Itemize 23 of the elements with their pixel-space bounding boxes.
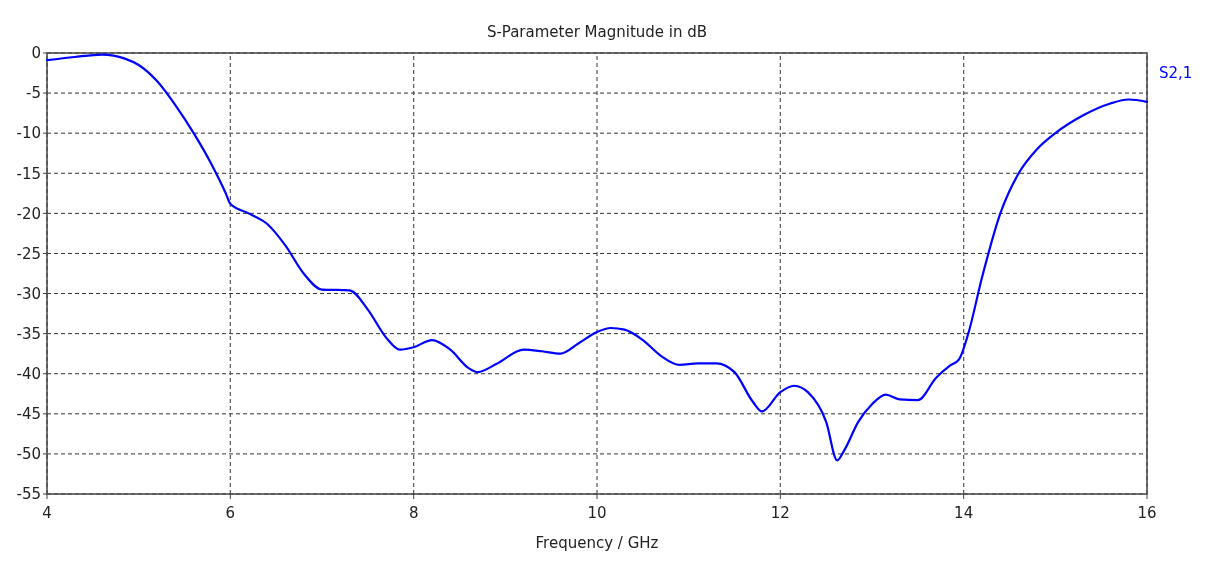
y-tick-label: -20	[16, 204, 41, 223]
x-tick-label: 6	[225, 504, 236, 522]
x-tick-label: 8	[408, 504, 419, 522]
y-tick-label: -45	[16, 405, 41, 424]
x-axis-title: Frequency / GHz	[535, 534, 659, 552]
x-tick-label: 4	[42, 504, 52, 522]
x-tick-label: 14	[954, 504, 974, 522]
y-tick-label: -15	[16, 164, 41, 183]
y-tick-label: -55	[16, 485, 41, 504]
line-series	[45, 53, 1149, 462]
y-tick-label: -30	[16, 284, 41, 303]
x-tick-label: 16	[1137, 504, 1157, 522]
y-tick-label: -35	[16, 324, 41, 343]
x-tick-label: 12	[770, 504, 790, 522]
y-tick-label: -25	[16, 244, 41, 263]
chart-title: S-Parameter Magnitude in dB	[486, 23, 708, 41]
x-tick-label: 10	[587, 504, 607, 522]
y-tick-label: -50	[16, 445, 41, 464]
series-label: S2,1	[1159, 64, 1193, 82]
y-tick-label: -5	[26, 84, 41, 103]
y-tick-label: 0	[31, 44, 41, 63]
y-tick-label: -40	[16, 364, 41, 383]
y-tick-label: -10	[16, 124, 41, 143]
